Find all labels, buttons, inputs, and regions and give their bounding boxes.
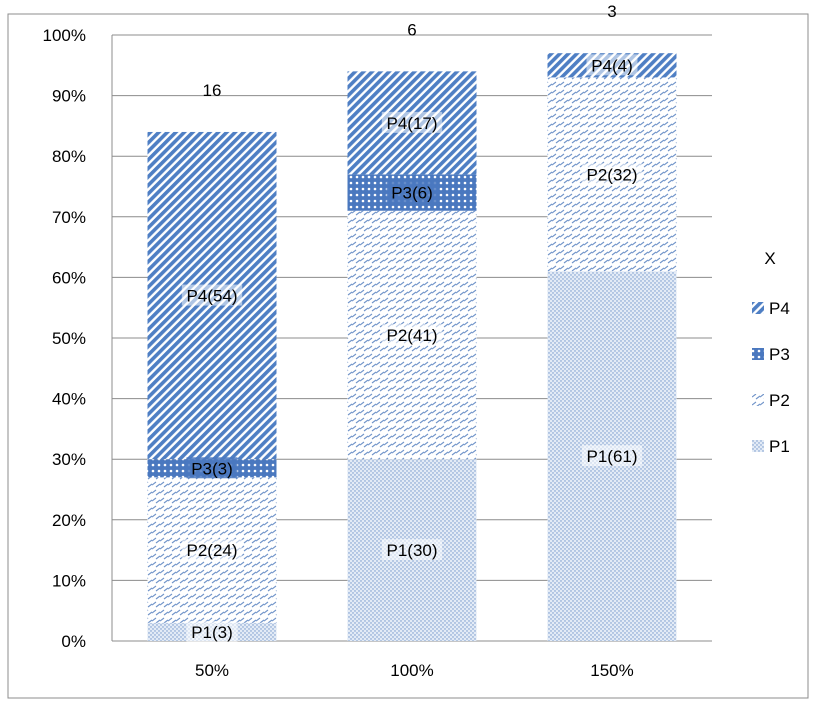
data-label: P2(41) bbox=[386, 326, 437, 345]
bar-top-label: 16 bbox=[203, 81, 222, 100]
chart-border bbox=[7, 13, 809, 699]
data-label: P4(54) bbox=[186, 287, 237, 306]
data-label-bg bbox=[381, 111, 443, 133]
legend-label-p2: P2 bbox=[769, 391, 790, 410]
y-tick-label: 90% bbox=[52, 87, 86, 106]
legend-swatch-p4 bbox=[752, 302, 764, 314]
data-label-bg bbox=[586, 54, 638, 76]
data-label: P1(30) bbox=[386, 541, 437, 560]
y-tick-label: 70% bbox=[52, 208, 86, 227]
legend-label-p1: P1 bbox=[769, 437, 790, 456]
y-tick-label: 0% bbox=[61, 632, 86, 651]
y-tick-label: 60% bbox=[52, 268, 86, 287]
y-tick-label: 30% bbox=[52, 450, 86, 469]
data-label-bg bbox=[581, 163, 643, 185]
x-tick-label: 50% bbox=[195, 661, 229, 680]
y-tick-label: 20% bbox=[52, 511, 86, 530]
data-label: P2(24) bbox=[186, 541, 237, 560]
y-tick-label: 10% bbox=[52, 571, 86, 590]
y-tick-label: 40% bbox=[52, 390, 86, 409]
data-label-bg bbox=[381, 539, 443, 561]
data-label-bg bbox=[181, 284, 243, 306]
y-tick-label: 80% bbox=[52, 147, 86, 166]
data-label: P4(4) bbox=[591, 56, 633, 75]
y-tick-label: 50% bbox=[52, 329, 86, 348]
bar-top-label: 6 bbox=[407, 20, 416, 39]
data-label: P4(17) bbox=[386, 114, 437, 133]
data-label: P1(3) bbox=[191, 623, 233, 642]
data-label: P3(3) bbox=[191, 459, 233, 478]
data-label-bg bbox=[186, 457, 238, 479]
data-label-bg bbox=[581, 445, 643, 467]
x-tick-label: 100% bbox=[390, 661, 433, 680]
legend-swatch-p2 bbox=[752, 394, 764, 406]
y-tick-label: 100% bbox=[43, 26, 86, 45]
legend-title: X bbox=[764, 249, 775, 268]
data-label: P2(32) bbox=[586, 165, 637, 184]
data-label-bg bbox=[181, 539, 243, 561]
x-tick-label: 150% bbox=[590, 661, 633, 680]
legend-label-p4: P4 bbox=[769, 299, 790, 318]
legend-label-p3: P3 bbox=[769, 345, 790, 364]
bar-top-label: 3 bbox=[607, 2, 616, 21]
data-label: P3(6) bbox=[391, 184, 433, 203]
data-label-bg bbox=[381, 323, 443, 345]
data-label-bg bbox=[186, 620, 238, 642]
legend-swatch-p1 bbox=[752, 440, 764, 452]
data-label: P1(61) bbox=[586, 447, 637, 466]
data-label-bg bbox=[386, 181, 438, 203]
legend-swatch-p3 bbox=[752, 348, 764, 360]
